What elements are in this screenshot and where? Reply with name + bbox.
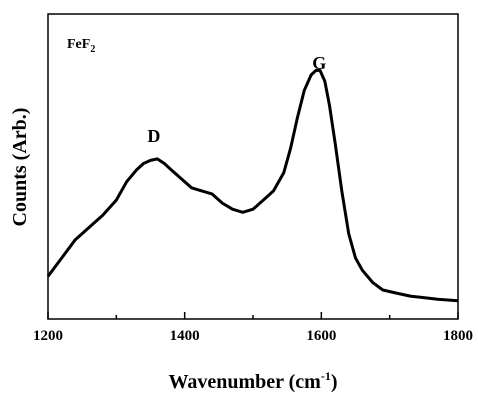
- ticks-layer: 1200 1400 1600 1800: [33, 312, 473, 344]
- labels-layer: DG: [147, 53, 326, 146]
- x-tick-label: 1400: [170, 328, 200, 344]
- peak-label-d: D: [147, 126, 160, 146]
- x-tick-label: 1800: [443, 328, 473, 344]
- y-axis-title: Counts (Arb.): [9, 108, 31, 227]
- x-tick-label: 1200: [33, 328, 63, 344]
- sample-label: FeF2: [67, 37, 95, 55]
- peak-label-g: G: [312, 53, 326, 73]
- x-axis-title-superscript: -1: [321, 369, 331, 383]
- x-axis-title-suffix: ): [331, 371, 338, 393]
- x-axis-title-text: Wavenumber (cm: [168, 371, 321, 393]
- plot-frame: [47, 13, 459, 320]
- x-tick-label: 1600: [306, 328, 336, 344]
- sample-label-subscript: 2: [90, 44, 95, 55]
- series-line-0: [46, 68, 459, 303]
- x-axis-title: Wavenumber (cm-1): [168, 369, 337, 393]
- plot-layer: [46, 68, 459, 303]
- sample-label-base: FeF: [67, 37, 90, 52]
